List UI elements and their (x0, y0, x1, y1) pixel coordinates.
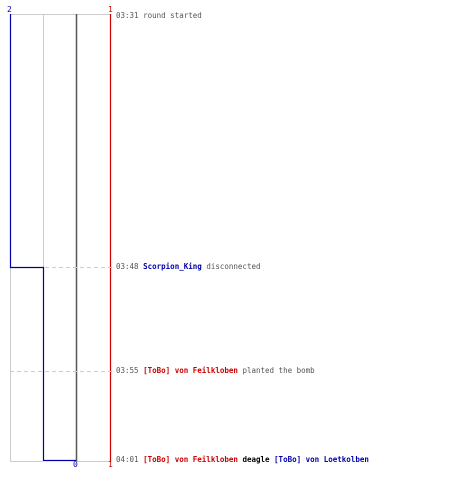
victim-name: [ToBo] von Loetkolben (274, 455, 369, 464)
event-bomb-planted: 03:55 [ToBo] von Feilkloben planted the … (116, 366, 315, 376)
player-name: Scorpion_King (143, 262, 202, 271)
event-text: disconnected (206, 262, 261, 271)
event-text: planted the bomb (242, 366, 315, 375)
event-time: 03:48 (116, 262, 139, 271)
weapon-name: deagle (242, 455, 270, 464)
event-time: 03:31 (116, 11, 139, 20)
t-count-end: 1 (108, 460, 113, 469)
player-name: [ToBo] von Feilkloben (143, 366, 238, 375)
event-kill: 04:01 [ToBo] von Feilkloben deagle [ToBo… (116, 455, 369, 465)
event-time: 04:01 (116, 455, 139, 464)
event-text: round started (143, 11, 202, 20)
event-disconnect: 03:48 Scorpion_King disconnected (116, 262, 261, 272)
killer-name: [ToBo] von Feilkloben (143, 455, 238, 464)
ct-player-count-line (9, 14, 76, 462)
t-count-start: 1 (108, 5, 113, 14)
ct-count-end: 0 (73, 460, 78, 469)
ct-count-start: 2 (7, 5, 12, 14)
event-round-started: 03:31 round started (116, 11, 202, 21)
event-time: 03:55 (116, 366, 139, 375)
